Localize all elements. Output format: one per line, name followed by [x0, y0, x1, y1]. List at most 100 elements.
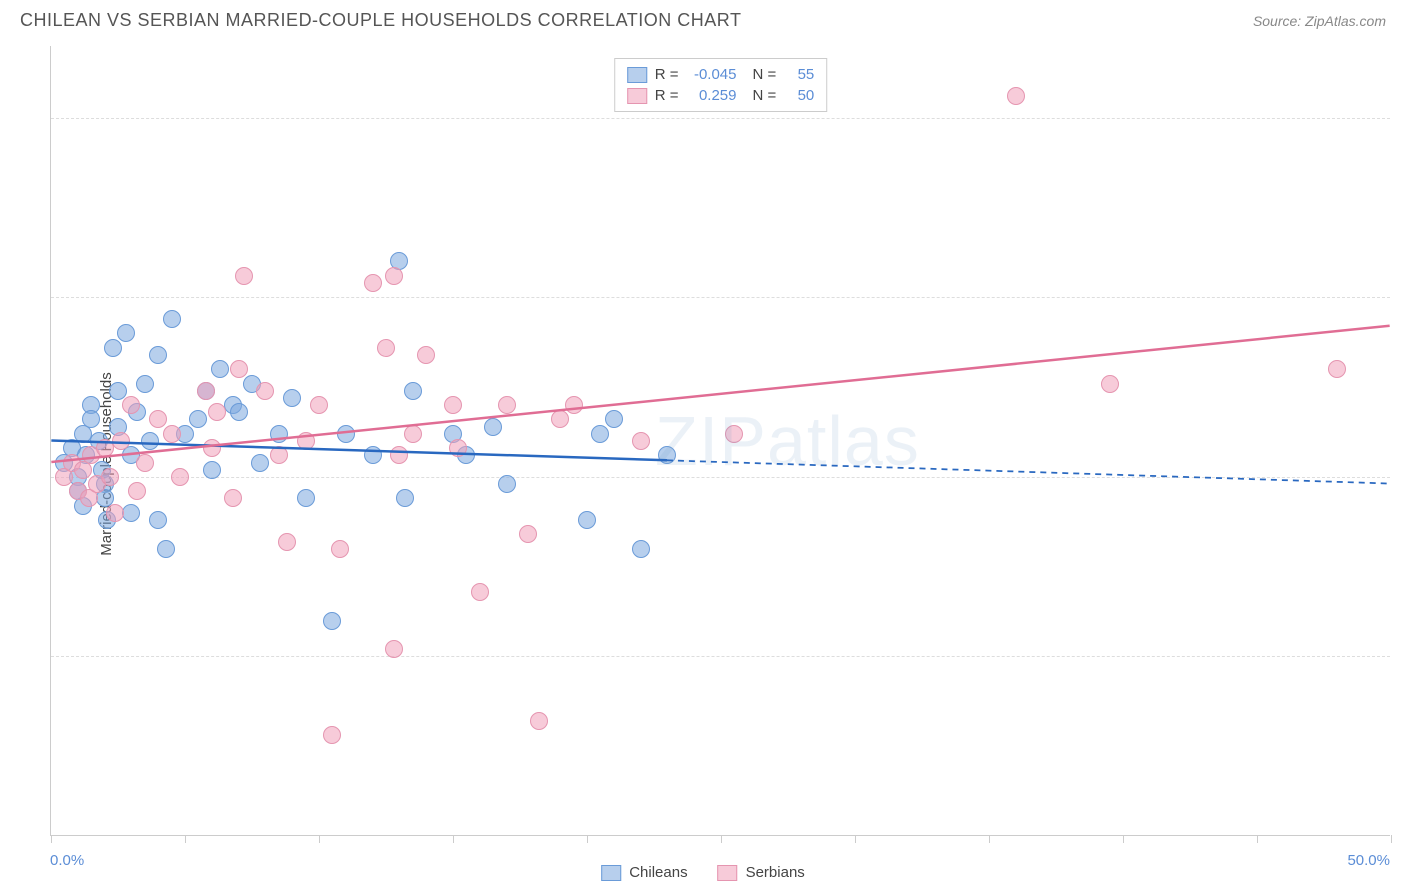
legend-swatch [718, 865, 738, 881]
data-point-serbians [163, 425, 181, 443]
data-point-serbians [171, 468, 189, 486]
legend-n-value: 55 [784, 66, 814, 83]
x-tick [319, 835, 320, 843]
legend-row: R = 0.259 N = 50 [627, 85, 815, 106]
data-point-serbians [385, 640, 403, 658]
gridline [51, 477, 1390, 478]
legend-item-chileans: Chileans [601, 864, 687, 881]
data-point-serbians [136, 454, 154, 472]
legend-series: Chileans Serbians [601, 864, 805, 881]
data-point-serbians [297, 432, 315, 450]
data-point-serbians [417, 346, 435, 364]
data-point-serbians [331, 540, 349, 558]
data-point-chileans [122, 504, 140, 522]
x-tick [1391, 835, 1392, 843]
data-point-serbians [101, 468, 119, 486]
data-point-serbians [197, 382, 215, 400]
watermark-text: ZIPatlas [655, 401, 920, 481]
data-point-chileans [297, 489, 315, 507]
data-point-chileans [163, 310, 181, 328]
legend-swatch [627, 88, 647, 104]
data-point-serbians [149, 410, 167, 428]
data-point-chileans [109, 382, 127, 400]
data-point-chileans [578, 511, 596, 529]
data-point-chileans [632, 540, 650, 558]
gridline [51, 297, 1390, 298]
legend-item-serbians: Serbians [718, 864, 805, 881]
data-point-serbians [377, 339, 395, 357]
data-point-serbians [1007, 87, 1025, 105]
data-point-serbians [725, 425, 743, 443]
x-tick [185, 835, 186, 843]
data-point-serbians [203, 439, 221, 457]
data-point-serbians [235, 267, 253, 285]
data-point-chileans [117, 324, 135, 342]
data-point-chileans [498, 475, 516, 493]
data-point-chileans [283, 389, 301, 407]
x-tick [1123, 835, 1124, 843]
data-point-serbians [632, 432, 650, 450]
data-point-serbians [1328, 360, 1346, 378]
data-point-chileans [396, 489, 414, 507]
data-point-chileans [484, 418, 502, 436]
data-point-serbians [230, 360, 248, 378]
x-tick-label: 50.0% [1347, 852, 1390, 869]
data-point-chileans [251, 454, 269, 472]
data-point-serbians [112, 432, 130, 450]
data-point-chileans [149, 511, 167, 529]
y-tick-label: 25.0% [1400, 648, 1406, 665]
legend-r-label: R = [655, 87, 679, 104]
data-point-serbians [364, 274, 382, 292]
data-point-chileans [141, 432, 159, 450]
data-point-chileans [157, 540, 175, 558]
data-point-chileans [658, 446, 676, 464]
legend-n-label: N = [753, 66, 777, 83]
data-point-serbians [449, 439, 467, 457]
legend-n-value: 50 [784, 87, 814, 104]
legend-r-value: -0.045 [687, 66, 737, 83]
legend-label: Chileans [629, 864, 687, 881]
data-point-chileans [230, 403, 248, 421]
data-point-serbians [106, 504, 124, 522]
x-tick-label: 0.0% [50, 852, 84, 869]
x-tick [721, 835, 722, 843]
x-tick [1257, 835, 1258, 843]
data-point-serbians [444, 396, 462, 414]
data-point-chileans [189, 410, 207, 428]
data-point-serbians [1101, 375, 1119, 393]
chart-source: Source: ZipAtlas.com [1253, 13, 1386, 29]
data-point-serbians [310, 396, 328, 414]
data-point-chileans [203, 461, 221, 479]
gridline [51, 656, 1390, 657]
trend-lines [51, 46, 1390, 835]
data-point-chileans [82, 410, 100, 428]
data-point-serbians [256, 382, 274, 400]
x-tick [51, 835, 52, 843]
data-point-serbians [224, 489, 242, 507]
x-tick [453, 835, 454, 843]
legend-correlation-box: R = -0.045 N = 55 R = 0.259 N = 50 [614, 58, 828, 112]
data-point-serbians [385, 267, 403, 285]
legend-swatch [627, 67, 647, 83]
x-tick [989, 835, 990, 843]
data-point-serbians [565, 396, 583, 414]
y-tick-label: 50.0% [1400, 468, 1406, 485]
data-point-chileans [104, 339, 122, 357]
trend-line-serbians [51, 326, 1389, 462]
data-point-serbians [323, 726, 341, 744]
data-point-chileans [337, 425, 355, 443]
data-point-chileans [211, 360, 229, 378]
legend-r-label: R = [655, 66, 679, 83]
y-tick-label: 100.0% [1400, 109, 1406, 126]
gridline [51, 118, 1390, 119]
data-point-chileans [323, 612, 341, 630]
data-point-chileans [149, 346, 167, 364]
data-point-serbians [530, 712, 548, 730]
data-point-serbians [404, 425, 422, 443]
legend-swatch [601, 865, 621, 881]
x-tick [587, 835, 588, 843]
data-point-serbians [122, 396, 140, 414]
data-point-chileans [270, 425, 288, 443]
legend-row: R = -0.045 N = 55 [627, 64, 815, 85]
legend-n-label: N = [753, 87, 777, 104]
